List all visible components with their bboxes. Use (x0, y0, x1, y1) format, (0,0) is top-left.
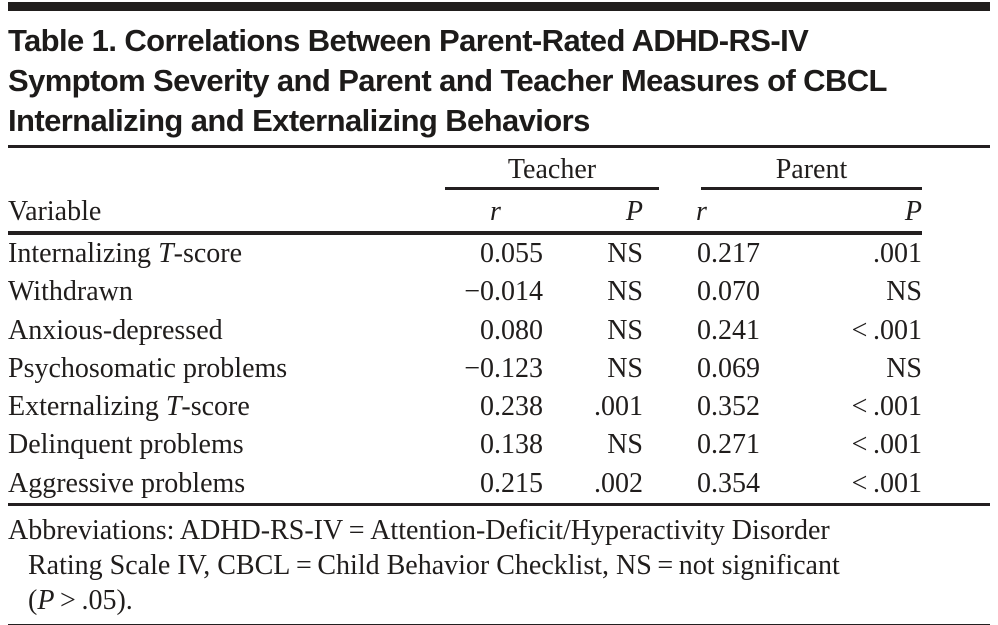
teacher-r-cell: 0.080 (480, 314, 543, 346)
variable-cell: Delinquent problems (8, 429, 244, 461)
title-bar-rule (8, 2, 990, 11)
column-group-parent-underline: Parent (701, 154, 922, 190)
column-header-variable: Variable (8, 196, 102, 227)
table-row: Aggressive problems 0.215 .002 0.354 < .… (8, 465, 922, 503)
parent-p-cell: < .001 (851, 314, 922, 346)
column-header-parent-r: r (696, 196, 707, 227)
table-row: Externalizing T-score 0.238 .001 0.352 <… (8, 388, 922, 426)
column-group-parent: Parent (643, 148, 922, 190)
footnote: Abbreviations: ADHD-RS-IV = Attention-De… (8, 506, 990, 622)
table-title-line-1: Table 1. Correlations Between Parent-Rat… (8, 23, 809, 58)
teacher-p-cell: NS (607, 352, 643, 384)
teacher-p-cell: .001 (594, 391, 643, 423)
column-group-teacher-label: Teacher (507, 154, 597, 185)
table-title-line-3: Internalizing and Externalizing Behavior… (8, 103, 590, 138)
variable-cell: Anxious-depressed (8, 314, 223, 346)
footnote-line-1: Abbreviations: ADHD-RS-IV = Attention-De… (8, 515, 830, 547)
teacher-r-cell: 0.238 (480, 391, 543, 423)
column-group-spacer (8, 148, 448, 190)
teacher-p-cell: .002 (594, 467, 643, 499)
parent-p-cell: < .001 (851, 391, 922, 423)
column-group-teacher-underline: Teacher (445, 154, 659, 190)
variable-cell: Externalizing T-score (8, 391, 250, 423)
correlations-table: Teacher Parent Variable r P r P Internal… (8, 148, 922, 503)
column-header-row: Variable r P r P (8, 190, 922, 233)
variable-cell: Withdrawn (8, 276, 133, 308)
teacher-p-cell: NS (607, 276, 643, 308)
footnote-line-2: Rating Scale IV, CBCL = Child Behavior C… (28, 550, 840, 582)
parent-r-cell: 0.069 (697, 352, 760, 384)
teacher-p-cell: NS (607, 314, 643, 346)
parent-p-cell: .001 (873, 238, 922, 269)
parent-p-cell: NS (886, 276, 922, 308)
teacher-r-cell: 0.215 (480, 467, 543, 499)
variable-cell: Psychosomatic problems (8, 352, 288, 384)
parent-p-cell: < .001 (851, 467, 922, 499)
title-rule (8, 145, 990, 148)
table-row: Anxious-depressed 0.080 NS 0.241 < .001 (8, 312, 922, 350)
teacher-p-cell: NS (607, 429, 643, 461)
teacher-r-cell: −0.123 (464, 352, 543, 384)
table-row: Psychosomatic problems −0.123 NS 0.069 N… (8, 350, 922, 388)
column-header-parent-p: P (904, 196, 922, 227)
parent-p-cell: NS (886, 352, 922, 384)
table-row: Internalizing T-score 0.055 NS 0.217 .00… (8, 233, 922, 273)
parent-r-cell: 0.352 (697, 391, 760, 423)
parent-r-cell: 0.271 (697, 429, 760, 461)
table-row: Withdrawn −0.014 NS 0.070 NS (8, 273, 922, 311)
column-group-parent-label: Parent (775, 154, 848, 185)
column-header-teacher-r: r (490, 196, 501, 227)
parent-r-cell: 0.354 (697, 467, 760, 499)
teacher-r-cell: −0.014 (464, 276, 543, 308)
variable-cell: Aggressive problems (8, 467, 246, 499)
column-group-row: Teacher Parent (8, 148, 922, 190)
parent-p-cell: < .001 (851, 429, 922, 461)
column-group-teacher: Teacher (445, 148, 659, 190)
table-bottom-rule (8, 503, 990, 507)
parent-r-cell: 0.070 (697, 276, 760, 308)
footnote-line-3: (P > .05). (28, 585, 133, 617)
teacher-r-cell: 0.138 (480, 429, 543, 461)
column-header-teacher-p: P (625, 196, 643, 227)
parent-r-cell: 0.217 (697, 238, 760, 269)
table-title: Table 1. Correlations Between Parent-Rat… (8, 21, 990, 141)
table-row: Delinquent problems 0.138 NS 0.271 < .00… (8, 426, 922, 464)
teacher-p-cell: NS (607, 238, 643, 269)
teacher-r-cell: 0.055 (480, 238, 543, 269)
variable-cell: Internalizing T-score (8, 238, 243, 269)
parent-r-cell: 0.241 (697, 314, 760, 346)
table-title-line-2: Symptom Severity and Parent and Teacher … (8, 63, 887, 98)
